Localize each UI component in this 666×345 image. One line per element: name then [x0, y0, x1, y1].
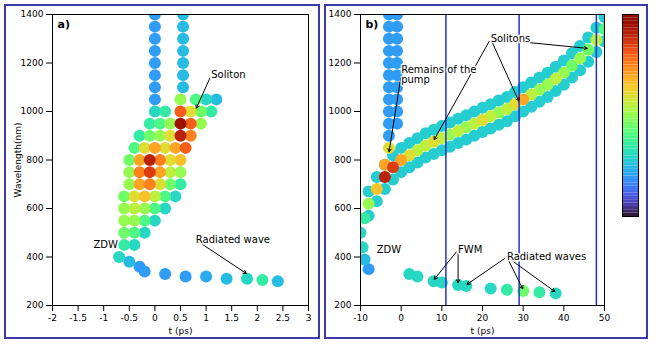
svg-text:t (ps): t (ps) — [169, 326, 193, 336]
svg-text:3: 3 — [306, 313, 312, 323]
svg-text:t (ps): t (ps) — [471, 326, 495, 336]
svg-text:1400: 1400 — [21, 9, 44, 19]
svg-text:1000: 1000 — [21, 106, 44, 116]
svg-text:2: 2 — [254, 313, 260, 323]
svg-text:b): b) — [366, 18, 379, 31]
svg-text:-0.5: -0.5 — [121, 313, 139, 323]
svg-text:600: 600 — [26, 203, 43, 213]
svg-text:Soliton: Soliton — [211, 69, 245, 80]
svg-text:10: 10 — [436, 313, 448, 323]
svg-text:0: 0 — [398, 313, 404, 323]
svg-text:1.5: 1.5 — [225, 313, 239, 323]
svg-text:0.5: 0.5 — [173, 313, 187, 323]
svg-text:ZDW: ZDW — [93, 239, 118, 250]
svg-text:200: 200 — [26, 300, 43, 310]
svg-text:1000: 1000 — [329, 106, 352, 116]
svg-text:200: 200 — [334, 300, 351, 310]
svg-text:600: 600 — [334, 203, 351, 213]
svg-text:400: 400 — [26, 252, 43, 262]
svg-text:FWM: FWM — [458, 244, 482, 255]
svg-text:Wavelength(nm): Wavelength(nm) — [13, 123, 23, 198]
svg-text:Remains of thepump: Remains of thepump — [401, 64, 476, 85]
svg-text:a): a) — [58, 18, 70, 31]
svg-text:ZDW: ZDW — [377, 244, 402, 255]
svg-text:1200: 1200 — [329, 58, 352, 68]
svg-text:Radiated waves: Radiated waves — [507, 251, 586, 262]
svg-text:-10: -10 — [353, 313, 368, 323]
svg-text:1200: 1200 — [21, 58, 44, 68]
svg-text:1400: 1400 — [329, 9, 352, 19]
svg-text:30: 30 — [517, 313, 529, 323]
svg-text:-1.5: -1.5 — [69, 313, 87, 323]
svg-text:1: 1 — [203, 313, 209, 323]
svg-text:-1: -1 — [99, 313, 108, 323]
svg-text:Radiated wave: Radiated wave — [196, 234, 270, 245]
svg-text:40: 40 — [558, 313, 570, 323]
svg-text:2.5: 2.5 — [276, 313, 290, 323]
svg-text:400: 400 — [334, 252, 351, 262]
svg-text:50: 50 — [599, 313, 611, 323]
svg-text:0: 0 — [152, 313, 158, 323]
svg-text:20: 20 — [477, 313, 489, 323]
svg-text:800: 800 — [26, 155, 43, 165]
svg-text:800: 800 — [334, 155, 351, 165]
svg-text:Solitons: Solitons — [491, 33, 531, 44]
svg-text:-2: -2 — [48, 313, 57, 323]
